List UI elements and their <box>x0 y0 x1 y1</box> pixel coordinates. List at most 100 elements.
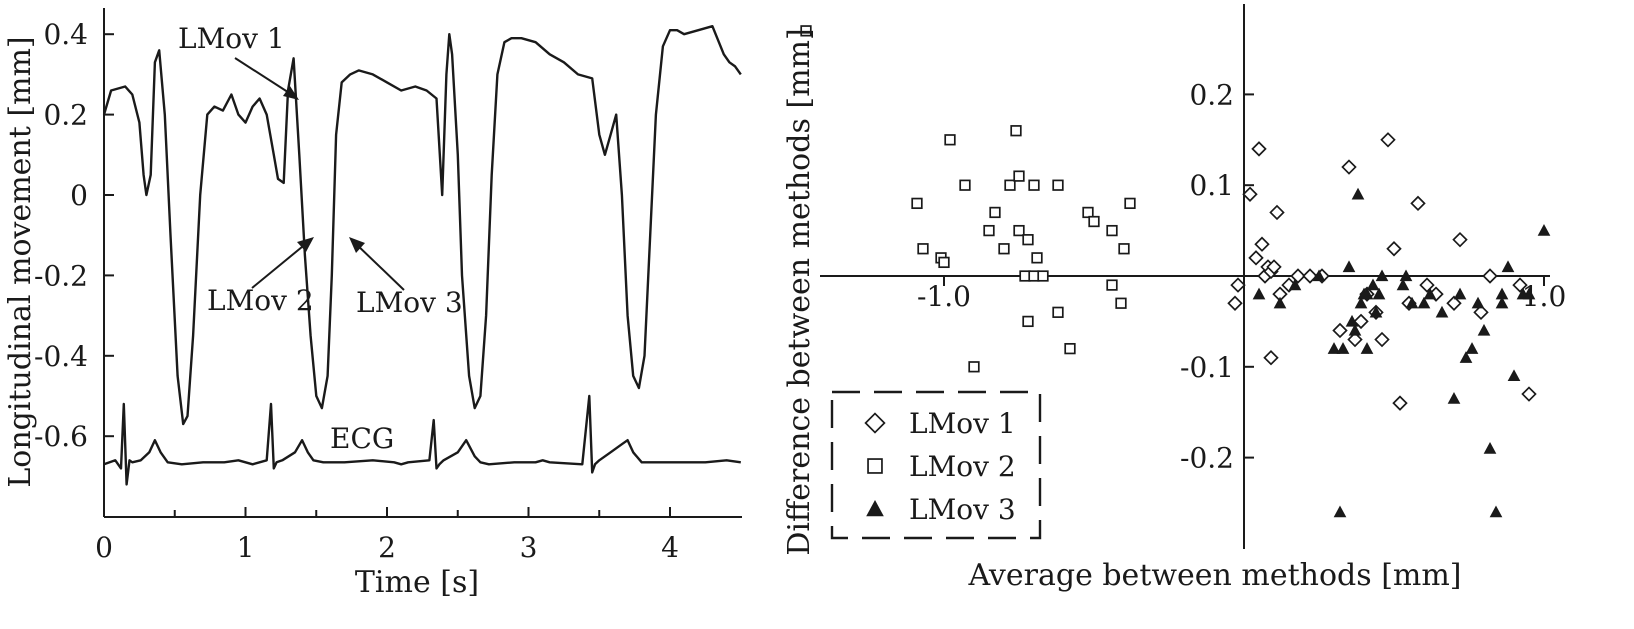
point-lmov2 <box>800 25 812 37</box>
point-lmov3 <box>1360 287 1374 300</box>
left-x-axis-label: Time [s] <box>355 565 479 600</box>
left-x-tick-label: 2 <box>378 531 396 564</box>
left-y-tick-label: -0.4 <box>34 340 88 373</box>
point-lmov2 <box>1115 297 1127 309</box>
point-lmov1 <box>1353 313 1369 330</box>
point-lmov1 <box>1230 277 1246 293</box>
left-x-tick-label: 4 <box>661 531 679 564</box>
point-lmov1 <box>1332 322 1348 339</box>
right-y-tick-label: -0.2 <box>1180 442 1234 475</box>
legend-marker-lmov3 <box>866 499 884 517</box>
point-lmov3 <box>1360 342 1374 354</box>
legend-label-lmov2: LMov 2 <box>909 450 1016 483</box>
point-lmov3 <box>1501 260 1515 273</box>
point-lmov2 <box>1031 252 1043 264</box>
point-lmov1 <box>1254 236 1270 252</box>
point-lmov3 <box>1405 296 1419 309</box>
annotation-lmov1-arrow <box>234 57 295 97</box>
point-lmov3 <box>1375 269 1389 282</box>
legend-label-lmov3: LMov 3 <box>909 493 1016 526</box>
point-lmov2 <box>1022 315 1034 328</box>
point-lmov3 <box>1459 351 1473 363</box>
point-lmov2 <box>1064 342 1076 355</box>
legend-marker-lmov2 <box>867 458 883 474</box>
point-lmov3 <box>1273 296 1287 309</box>
point-lmov2 <box>983 224 995 237</box>
movement-trace <box>102 25 742 426</box>
right-y-axis-label: Difference between methods [mm] <box>782 28 817 555</box>
point-lmov3 <box>1327 342 1341 354</box>
point-lmov3 <box>1477 323 1491 336</box>
ecg-trace <box>103 394 741 486</box>
point-lmov1 <box>1380 132 1396 148</box>
point-lmov2 <box>1124 197 1136 210</box>
point-lmov2 <box>1106 224 1118 237</box>
point-lmov2 <box>911 197 923 210</box>
point-lmov3 <box>1333 505 1347 518</box>
point-lmov2 <box>1013 170 1025 182</box>
legend: LMov 1 LMov 2 LMov 3 <box>830 390 1042 540</box>
point-lmov1 <box>1341 159 1357 175</box>
point-lmov1 <box>1452 231 1468 248</box>
right-x-tick-label: -1.0 <box>917 280 971 313</box>
point-lmov2 <box>1052 179 1064 191</box>
right-y-ticks: 0.2 0.1 -0.1 -0.2 <box>1180 78 1254 475</box>
point-lmov2 <box>1013 224 1025 237</box>
point-lmov1 <box>1521 386 1537 402</box>
point-lmov2 <box>1010 125 1022 137</box>
point-lmov1 <box>1242 186 1258 202</box>
annotation-lmov1-arrowhead <box>283 86 299 100</box>
point-lmov3 <box>1372 287 1386 300</box>
point-lmov2 <box>1037 270 1049 282</box>
point-lmov1 <box>1374 331 1390 348</box>
point-lmov3 <box>1522 287 1536 300</box>
left-x-ticks: 0 1 2 3 4 <box>95 507 679 564</box>
point-lmov2 <box>938 256 950 269</box>
point-lmov3 <box>1417 296 1431 309</box>
point-lmov3 <box>1399 269 1413 282</box>
point-lmov2 <box>959 179 971 191</box>
left-x-tick-label: 3 <box>520 531 538 564</box>
point-lmov3 <box>1423 287 1437 300</box>
point-lmov1 <box>1248 250 1264 266</box>
movement-chart: 0.4 0.2 0 -0.2 -0.4 -0.6 0 1 2 3 4 Longitudinal m… <box>3 8 742 600</box>
point-lmov3 <box>1348 323 1362 336</box>
point-lmov3 <box>1495 296 1509 309</box>
legend-box <box>830 390 1042 540</box>
left-y-tick-label: 0.2 <box>43 99 88 132</box>
point-lmov2 <box>998 243 1010 255</box>
point-lmov3 <box>1471 296 1485 309</box>
point-lmov3 <box>1288 278 1302 291</box>
point-lmov1 <box>1482 268 1498 284</box>
legend-label-lmov1: LMov 1 <box>909 407 1016 440</box>
legend-marker-lmov1 <box>864 412 886 434</box>
point-lmov3 <box>1336 342 1350 354</box>
point-lmov2 <box>917 243 929 255</box>
point-lmov2 <box>1004 179 1016 191</box>
point-lmov3 <box>1354 296 1368 309</box>
point-lmov1 <box>1446 295 1462 311</box>
annotation-lmov2-arrow <box>251 241 309 289</box>
left-y-tick-label: -0.2 <box>34 259 88 292</box>
annotation-lmov1: LMov 1 <box>178 22 285 55</box>
point-lmov2 <box>1022 234 1034 246</box>
left-x-tick-label: 1 <box>237 531 255 564</box>
left-x-tick-label: 0 <box>95 531 113 564</box>
point-lmov1 <box>1302 268 1318 284</box>
point-lmov3 <box>1351 187 1365 200</box>
point-lmov2 <box>1028 179 1040 191</box>
annotation-lmov2: LMov 2 <box>207 284 314 317</box>
point-lmov3 <box>1342 260 1356 273</box>
scatter-chart: 0.2 0.1 -0.1 -0.2 -1.0 1.0 Difference betwee… <box>782 4 1566 593</box>
point-lmov3 <box>1465 342 1479 354</box>
annotation-lmov3: LMov 3 <box>356 286 463 319</box>
point-lmov3 <box>1507 369 1521 382</box>
point-lmov2 <box>1082 206 1094 219</box>
right-x-ticks: -1.0 1.0 <box>917 276 1566 313</box>
point-lmov1 <box>1386 241 1402 257</box>
point-lmov1 <box>1347 331 1363 348</box>
point-lmov2 <box>1118 243 1130 255</box>
left-y-tick-label: -0.6 <box>34 420 88 453</box>
point-lmov3 <box>1453 287 1467 300</box>
